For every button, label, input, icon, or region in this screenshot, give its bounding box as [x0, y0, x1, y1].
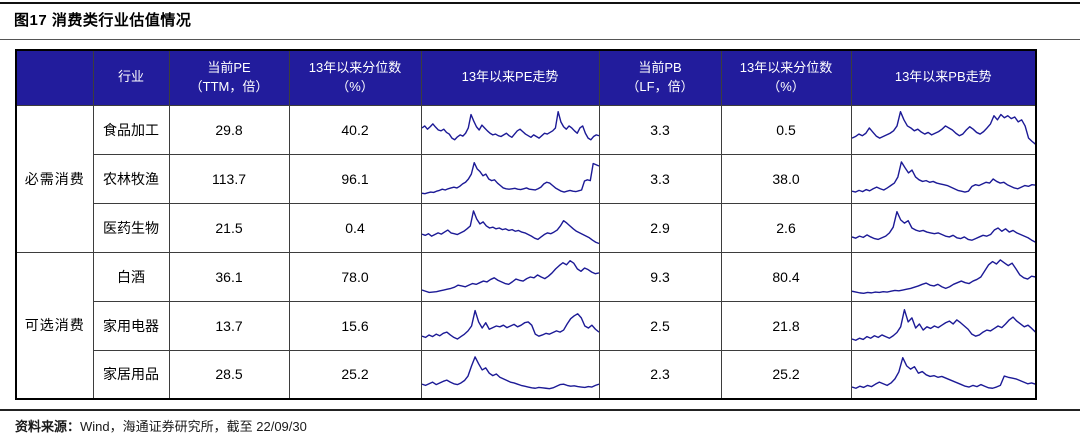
pb-sparkline-chart — [852, 157, 1036, 201]
header-industry: 行业 — [92, 49, 170, 106]
header-pe-percentile: 13年以来分位数 （%） — [288, 49, 422, 106]
header-current-pb: 当前PB （LF，倍） — [598, 49, 722, 106]
pe-sparkline-cell — [420, 349, 600, 400]
footer-rule — [0, 409, 1080, 411]
pb-value-cell: 9.3 — [598, 251, 722, 302]
source-text: Wind，海通证券研究所，截至 22/09/30 — [80, 419, 307, 434]
pe-value-cell: 21.5 — [168, 202, 290, 253]
pb-percentile-cell: 25.2 — [720, 349, 852, 400]
pe-sparkline-cell — [420, 202, 600, 253]
pe-value-cell: 36.1 — [168, 251, 290, 302]
group-cell-discretionary: 可选消费 — [15, 251, 94, 400]
header-pb-percentile-line1: 13年以来分位数 — [739, 59, 833, 75]
industry-cell: 农林牧渔 — [92, 153, 170, 204]
pe-percentile-cell: 40.2 — [288, 104, 422, 155]
header-current-pe-line2: （TTM，倍） — [189, 78, 269, 94]
header-row: 行业 当前PE （TTM，倍） 13年以来分位数 （%） 13年以来PE走势 当… — [15, 49, 1037, 106]
pb-sparkline-cell — [850, 104, 1037, 155]
pb-sparkline-chart — [852, 304, 1036, 348]
pe-sparkline-chart — [422, 157, 599, 201]
pb-sparkline-cell — [850, 300, 1037, 351]
figure-title: 图17 消费类行业估值情况 — [14, 12, 192, 29]
pb-sparkline-cell — [850, 251, 1037, 302]
pe-sparkline-chart — [422, 255, 599, 299]
industry-cell: 家用电器 — [92, 300, 170, 351]
pe-sparkline-chart — [422, 304, 599, 348]
table-row-liquor: 可选消费 白酒 36.1 78.0 9.3 80.4 — [15, 251, 1037, 400]
pb-percentile-cell: 0.5 — [720, 104, 852, 155]
pe-sparkline-chart — [422, 206, 599, 250]
header-pb-percentile-line2: （%） — [767, 78, 805, 94]
pb-value-cell: 2.3 — [598, 349, 722, 400]
pe-sparkline-cell — [420, 153, 600, 204]
pe-sparkline-cell — [420, 251, 600, 302]
header-current-pb-line2: （LF，倍） — [626, 78, 694, 94]
group-cell-staples: 必需消费 — [15, 104, 94, 253]
pe-percentile-cell: 78.0 — [288, 251, 422, 302]
pe-sparkline-chart — [422, 108, 599, 152]
top-rule — [0, 2, 1080, 4]
pb-percentile-cell: 38.0 — [720, 153, 852, 204]
header-current-pe: 当前PE （TTM，倍） — [168, 49, 290, 106]
pb-sparkline-chart — [852, 352, 1036, 396]
header-pe-percentile-line1: 13年以来分位数 — [308, 59, 402, 75]
pe-sparkline-chart — [422, 352, 599, 396]
pe-percentile-cell: 0.4 — [288, 202, 422, 253]
industry-cell: 家居用品 — [92, 349, 170, 400]
title-divider-rule — [0, 39, 1080, 40]
pe-percentile-cell: 25.2 — [288, 349, 422, 400]
header-pe-percentile-line2: （%） — [336, 78, 374, 94]
pe-sparkline-cell — [420, 104, 600, 155]
pb-value-cell: 3.3 — [598, 153, 722, 204]
source-label: 资料来源： — [15, 419, 81, 434]
industry-cell: 医药生物 — [92, 202, 170, 253]
pb-value-cell: 3.3 — [598, 104, 722, 155]
header-group-cell — [15, 49, 94, 106]
pb-sparkline-cell — [850, 349, 1037, 400]
pe-value-cell: 13.7 — [168, 300, 290, 351]
header-pe-trend: 13年以来PE走势 — [420, 49, 600, 106]
pe-value-cell: 29.8 — [168, 104, 290, 155]
valuation-table: 行业 当前PE （TTM，倍） 13年以来分位数 （%） 13年以来PE走势 当… — [15, 49, 1037, 400]
header-pb-percentile: 13年以来分位数 （%） — [720, 49, 852, 106]
pb-percentile-cell: 80.4 — [720, 251, 852, 302]
pe-percentile-cell: 96.1 — [288, 153, 422, 204]
pb-sparkline-chart — [852, 108, 1036, 152]
pb-sparkline-cell — [850, 153, 1037, 204]
table-row-appliances: 家用电器 13.7 15.6 2.5 21.8 — [16, 300, 1037, 351]
pe-value-cell: 113.7 — [168, 153, 290, 204]
table-row-food-processing: 必需消费 食品加工 29.8 40.2 3.3 0.5 — [15, 104, 1037, 253]
pb-percentile-cell: 21.8 — [720, 300, 852, 351]
header-current-pe-line1: 当前PE — [207, 59, 251, 75]
pb-sparkline-chart — [852, 206, 1036, 250]
table-row-agriculture: 农林牧渔 113.7 96.1 3.3 38.0 — [16, 153, 1037, 204]
pb-percentile-cell: 2.6 — [720, 202, 852, 253]
industry-cell: 白酒 — [92, 251, 170, 302]
pe-sparkline-cell — [420, 300, 600, 351]
table-row-household: 家居用品 28.5 25.2 2.3 25.2 — [16, 349, 1037, 400]
pb-sparkline-chart — [852, 255, 1036, 299]
pb-value-cell: 2.9 — [598, 202, 722, 253]
header-current-pb-line1: 当前PB — [638, 59, 682, 75]
industry-cell: 食品加工 — [92, 104, 170, 155]
source-note: 资料来源：Wind，海通证券研究所，截至 22/09/30 — [15, 416, 307, 435]
pe-value-cell: 28.5 — [168, 349, 290, 400]
table-row-pharma: 医药生物 21.5 0.4 2.9 2.6 — [16, 202, 1037, 253]
header-pb-trend: 13年以来PB走势 — [850, 49, 1037, 106]
pb-value-cell: 2.5 — [598, 300, 722, 351]
pe-percentile-cell: 15.6 — [288, 300, 422, 351]
pb-sparkline-cell — [850, 202, 1037, 253]
